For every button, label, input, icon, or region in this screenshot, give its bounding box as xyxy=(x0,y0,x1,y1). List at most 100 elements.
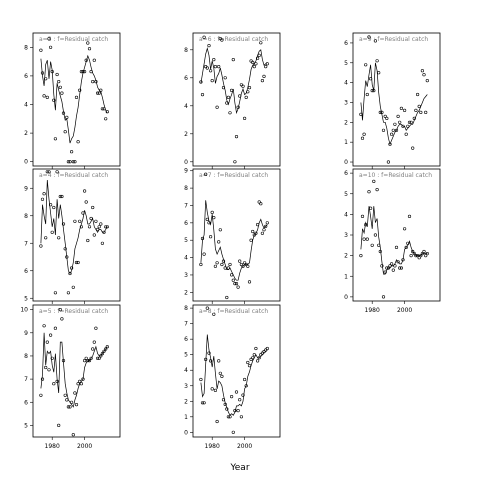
data-point xyxy=(249,238,253,242)
data-point xyxy=(58,194,62,199)
data-point xyxy=(66,405,70,409)
data-point xyxy=(44,236,48,240)
data-point xyxy=(205,306,209,310)
series-line xyxy=(40,54,108,144)
data-point xyxy=(257,356,261,360)
data-point xyxy=(239,415,243,419)
y-tick-label: 3 xyxy=(184,272,188,279)
data-point xyxy=(100,352,104,356)
data-point xyxy=(226,415,230,419)
data-point xyxy=(241,264,245,268)
y-tick-label: 4 xyxy=(184,103,188,110)
data-point xyxy=(233,409,237,413)
data-point xyxy=(360,214,365,218)
panel-border xyxy=(352,32,441,167)
data-point xyxy=(236,409,240,413)
series-line xyxy=(200,200,268,281)
data-point xyxy=(383,114,387,118)
x-axis-title: Year xyxy=(229,463,249,473)
y-tick-label: 6 xyxy=(344,40,348,47)
data-point xyxy=(390,262,394,266)
data-point xyxy=(391,268,395,272)
data-point xyxy=(45,170,49,174)
data-point xyxy=(79,69,83,74)
y-tick-label: 2 xyxy=(344,119,348,126)
data-point xyxy=(378,110,382,114)
data-point xyxy=(47,37,51,41)
panel-a-5: a=5 : f=Residual catch 5 6 7 8 9 10 1980 2000 xyxy=(20,304,121,450)
data-point xyxy=(230,395,234,399)
data-point xyxy=(91,79,95,84)
data-point xyxy=(416,254,420,258)
panel-border xyxy=(192,304,281,438)
data-point xyxy=(234,135,239,139)
data-point xyxy=(388,264,392,268)
data-point xyxy=(95,91,100,95)
data-point xyxy=(260,351,265,355)
data-point xyxy=(53,326,58,330)
data-point xyxy=(256,359,260,363)
data-point xyxy=(246,360,250,365)
data-point xyxy=(380,110,384,114)
panel-strip-label: a=9 : f=Residual catch xyxy=(359,36,428,43)
panel-a-9: a=9 : f=Residual catch 0 1 2 3 4 5 6 xyxy=(344,32,441,169)
data-point xyxy=(91,347,95,351)
data-point xyxy=(212,57,216,62)
data-point xyxy=(52,205,56,210)
data-point xyxy=(367,35,371,39)
data-point xyxy=(233,160,237,164)
data-point xyxy=(365,237,369,241)
data-point xyxy=(58,308,62,312)
data-point xyxy=(372,88,376,93)
data-point xyxy=(396,114,400,118)
x-tick-label: 1980 xyxy=(205,443,220,450)
series-line xyxy=(360,206,428,275)
data-point xyxy=(89,356,93,360)
y-tick-label: 3 xyxy=(184,383,188,390)
data-point xyxy=(212,216,216,220)
data-point xyxy=(244,95,248,99)
panel-a-7: a=7 : f=Residual catch 2 3 4 5 6 7 8 9 xyxy=(184,168,281,304)
data-point xyxy=(100,107,104,111)
data-point xyxy=(53,291,58,295)
data-point xyxy=(207,43,211,48)
data-point xyxy=(425,252,429,256)
data-point xyxy=(223,266,227,270)
data-point xyxy=(89,216,93,221)
data-point xyxy=(205,217,209,221)
data-point xyxy=(375,59,379,63)
data-point xyxy=(82,189,87,193)
y-tick-label: 5 xyxy=(184,237,188,244)
data-point xyxy=(404,132,408,136)
data-point xyxy=(73,391,77,395)
x-tick-label: 1980 xyxy=(45,443,60,450)
data-point xyxy=(89,69,93,74)
data-point xyxy=(260,78,265,83)
data-point xyxy=(45,340,49,344)
data-point xyxy=(238,259,242,263)
data-point xyxy=(104,347,108,351)
x-tick-label: 2000 xyxy=(77,443,92,450)
data-point xyxy=(92,58,96,62)
data-point xyxy=(68,160,72,164)
panel-strip-label: a=5 : f=Residual catch xyxy=(39,308,108,315)
data-point xyxy=(420,69,425,73)
data-point xyxy=(66,291,70,295)
data-point xyxy=(48,203,53,207)
y-tick-label: 3 xyxy=(344,99,348,106)
data-point xyxy=(199,80,203,84)
data-point xyxy=(244,384,248,388)
data-point xyxy=(209,69,213,73)
data-point xyxy=(412,252,416,256)
data-point xyxy=(221,85,226,90)
y-tick-label: 6 xyxy=(184,336,188,343)
data-point xyxy=(76,140,80,144)
data-point xyxy=(63,130,67,134)
data-point xyxy=(91,205,95,210)
data-point xyxy=(86,359,90,363)
data-point xyxy=(99,354,103,358)
data-point xyxy=(385,116,389,120)
data-point xyxy=(252,233,256,237)
y-tick-label: 9 xyxy=(184,168,188,175)
y-tick-label: 8 xyxy=(24,353,28,360)
